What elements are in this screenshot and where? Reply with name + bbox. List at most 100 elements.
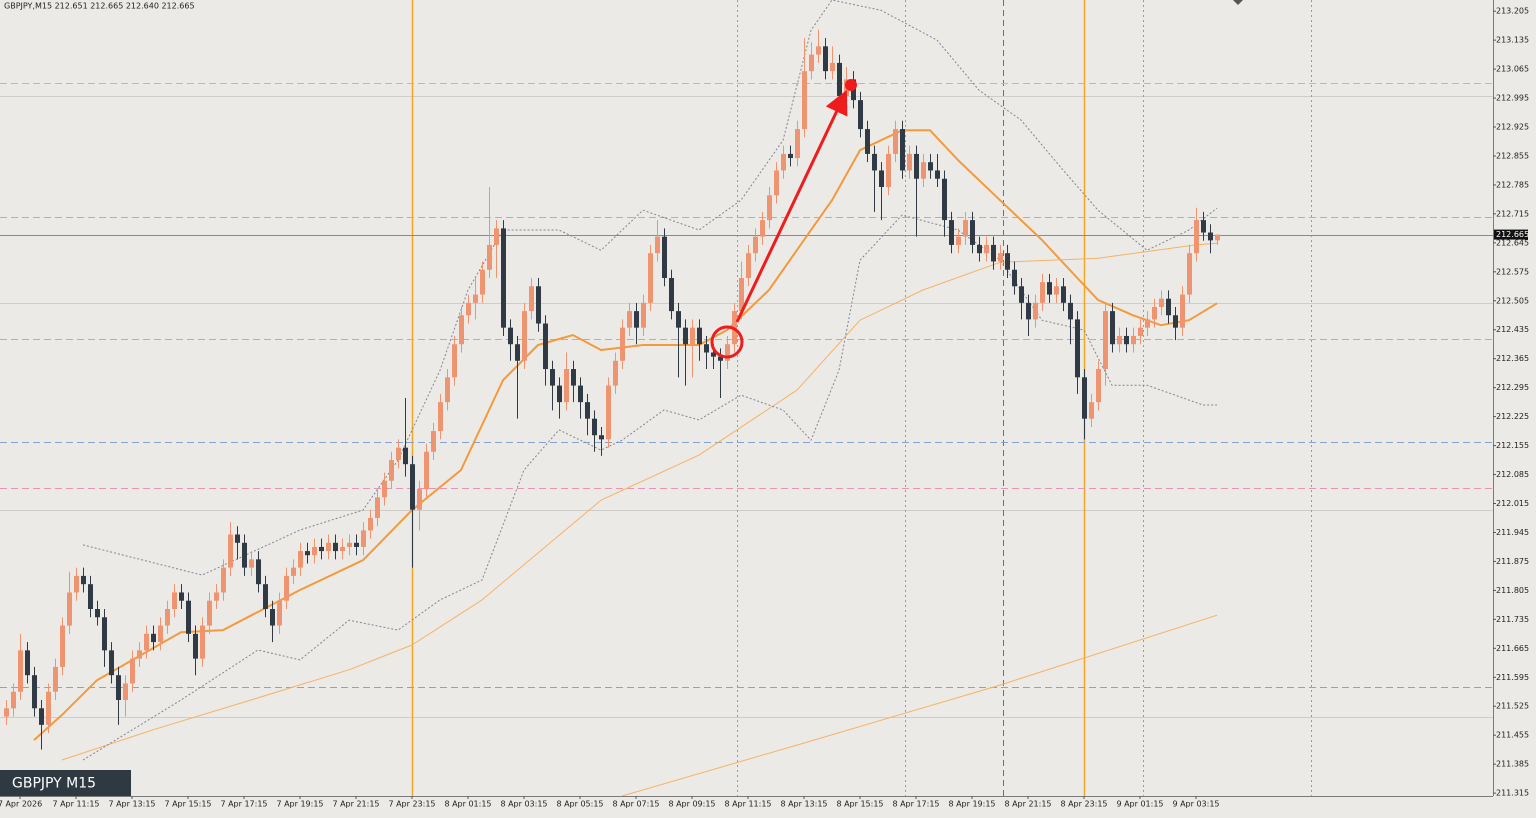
candle-body	[669, 278, 674, 312]
candle-body	[354, 542, 359, 547]
y-tick-label: 211.805	[1496, 586, 1529, 595]
y-tick-label: 211.665	[1496, 644, 1529, 653]
candle-body	[298, 551, 303, 568]
candle-body	[662, 236, 667, 279]
candle-body	[438, 402, 443, 432]
candle-body	[578, 385, 583, 403]
candle-body	[599, 435, 604, 440]
y-tick-label: 211.735	[1496, 615, 1529, 624]
candle-body	[1180, 294, 1185, 328]
candle-body	[1061, 286, 1066, 303]
candle-body	[1145, 319, 1150, 328]
candle-body	[536, 286, 541, 324]
scroll-marker	[1233, 0, 1243, 5]
x-tick-label: 7 Apr 23:15	[388, 800, 435, 809]
y-tick-label: 212.505	[1496, 296, 1529, 305]
candle-body	[333, 542, 338, 552]
candle-body	[417, 489, 422, 510]
candle-body	[648, 253, 653, 303]
candle-body	[529, 286, 534, 312]
candle-body	[1054, 286, 1059, 295]
candle-body	[802, 71, 807, 130]
candle-body	[74, 575, 79, 593]
candle-body	[753, 236, 758, 254]
candle-body	[424, 451, 429, 490]
candle-body	[508, 327, 513, 345]
candle-body	[305, 551, 310, 556]
candle-body	[767, 195, 772, 221]
candle-body	[1159, 298, 1164, 307]
y-tick-label: 212.435	[1496, 325, 1529, 334]
candle-body	[718, 356, 723, 361]
x-tick-label: 8 Apr 15:15	[836, 800, 883, 809]
candle-body	[487, 244, 492, 270]
candle-body	[1215, 234, 1220, 241]
candle-body	[935, 170, 940, 179]
candle-body	[914, 153, 919, 179]
y-tick-label: 213.065	[1496, 65, 1529, 74]
candle-body	[382, 480, 387, 498]
candle-body	[921, 162, 926, 179]
x-tick-label: 9 Apr 03:15	[1172, 800, 1219, 809]
x-tick-label: 7 Apr 17:15	[220, 800, 267, 809]
candle-body	[151, 633, 156, 643]
candle-body	[102, 617, 107, 651]
y-tick-label: 212.365	[1496, 354, 1529, 363]
candle-body	[641, 302, 646, 328]
candle-body	[627, 311, 632, 328]
candle-body	[4, 708, 9, 717]
annotations	[710, 0, 1243, 359]
candle-body	[158, 625, 163, 643]
candle-body	[620, 327, 625, 361]
candle-body	[816, 46, 821, 55]
candle-body	[228, 534, 233, 568]
candle-body	[1201, 220, 1206, 233]
axes: 213.205 213.135 213.065 212.995 212.925 212.8…	[0, 7, 1529, 809]
candle-body	[522, 311, 527, 361]
candle-body	[193, 633, 198, 659]
candle-body	[788, 153, 793, 159]
y-tick-label: 212.995	[1496, 94, 1529, 103]
y-tick-label: 211.455	[1496, 731, 1529, 740]
candle-body	[1089, 402, 1094, 419]
candle-body	[970, 220, 975, 245]
candle-body	[46, 691, 51, 725]
candle-body	[389, 460, 394, 481]
candle-body	[1110, 311, 1115, 345]
candle-body	[67, 592, 72, 626]
candle-body	[172, 592, 177, 609]
y-tick-label: 212.225	[1496, 412, 1529, 421]
y-tick-label: 212.785	[1496, 180, 1529, 189]
candle-body	[1096, 369, 1101, 403]
candle-body	[928, 162, 933, 171]
y-tick-label: 213.205	[1496, 7, 1529, 16]
candle-body	[340, 546, 345, 552]
symbol-badge	[0, 770, 131, 796]
candle-body	[1187, 253, 1192, 295]
candle-body	[690, 327, 695, 345]
symbol-label: GBPJPY M15	[12, 776, 96, 792]
y-tick-label: 212.645	[1496, 238, 1529, 247]
candle-body	[123, 683, 128, 701]
candle-body	[865, 129, 870, 154]
y-tick-label: 212.855	[1496, 151, 1529, 160]
candle-body	[837, 62, 842, 96]
candle-body	[1152, 306, 1157, 320]
candle-body	[886, 153, 891, 188]
candle-body	[571, 369, 576, 386]
y-tick-label: 211.595	[1496, 673, 1529, 682]
candle-body	[207, 600, 212, 626]
candle-body	[60, 625, 65, 667]
candle-body	[998, 253, 1003, 262]
candle-body	[739, 278, 744, 312]
candle-body	[879, 170, 884, 188]
candle-body	[956, 236, 961, 245]
candle-body	[179, 592, 184, 601]
candle-body	[494, 228, 499, 245]
trend-arrow	[735, 89, 848, 323]
candle-body	[1208, 232, 1213, 241]
candle-body	[1166, 298, 1171, 316]
candle-body	[277, 600, 282, 626]
x-tick-label: 8 Apr 07:15	[612, 800, 659, 809]
